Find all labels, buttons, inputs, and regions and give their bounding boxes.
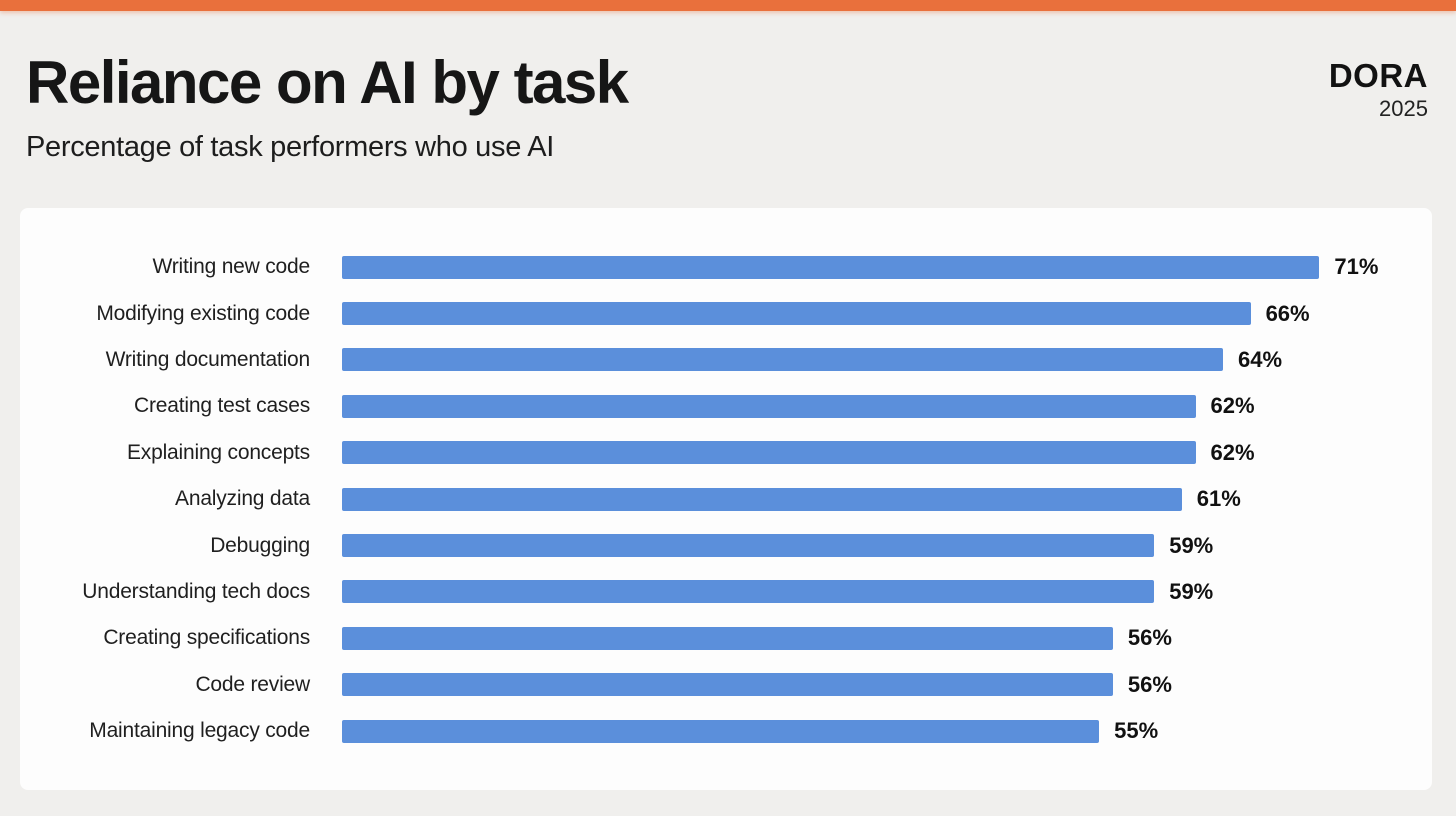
chart-row: Understanding tech docs 59% (46, 569, 1402, 615)
chart-row: Modifying existing code 66% (46, 290, 1402, 336)
bar-track: 66% (342, 301, 1402, 326)
bar: 62% (342, 440, 1255, 465)
header-titles: Reliance on AI by task Percentage of tas… (26, 39, 629, 164)
bar-track: 56% (342, 672, 1402, 697)
chart-row: Writing new code 71% (46, 244, 1402, 290)
bar: 56% (342, 625, 1172, 650)
bar-track: 56% (342, 625, 1402, 650)
brand-block: DORA 2025 (1329, 39, 1428, 122)
chart-row: Maintaining legacy code 55% (46, 708, 1402, 754)
bar-value: 71% (1334, 254, 1379, 280)
bar-value: 61% (1196, 486, 1241, 512)
bar: 71% (342, 254, 1378, 279)
page-title: Reliance on AI by task (26, 49, 629, 116)
chart-row: Analyzing data 61% (46, 476, 1402, 522)
bar: 64% (342, 347, 1282, 372)
bar-track: 71% (342, 254, 1402, 279)
bar-track: 62% (342, 393, 1402, 418)
page-subtitle: Percentage of task performers who use AI (26, 131, 554, 163)
bar-label: Writing documentation (105, 347, 311, 371)
brand-logo: DORA (1328, 57, 1428, 94)
bar-label: Understanding tech docs (82, 579, 310, 603)
bar-label: Explaining concepts (127, 440, 310, 464)
accent-top-strip (0, 0, 1456, 11)
bar-label: Modifying existing code (96, 301, 310, 325)
bar: 59% (342, 533, 1213, 558)
bar-label: Creating test cases (134, 394, 310, 418)
bar-track: 62% (342, 440, 1402, 465)
bar-label: Debugging (210, 533, 310, 557)
chart-row: Creating specifications 56% (46, 615, 1402, 661)
bar-value: 62% (1210, 393, 1255, 419)
bar-track: 59% (342, 533, 1402, 558)
bar-track: 55% (342, 718, 1402, 743)
bar-value: 56% (1127, 671, 1172, 697)
bar: 55% (342, 718, 1158, 743)
chart-row: Creating test cases 62% (46, 383, 1402, 429)
bar-label: Writing new code (152, 255, 311, 279)
bar-track: 59% (342, 579, 1402, 604)
bar: 56% (342, 672, 1172, 697)
bar-value: 66% (1265, 300, 1310, 326)
bar-value: 64% (1238, 346, 1283, 372)
bar-track: 64% (342, 347, 1402, 372)
bar: 61% (342, 486, 1241, 511)
bar-label: Code review (195, 672, 310, 696)
bar-label: Analyzing data (175, 487, 310, 511)
bar: 59% (342, 579, 1213, 604)
chart-row: Code review 56% (46, 662, 1402, 708)
bar-value: 55% (1114, 718, 1159, 744)
bar-value: 56% (1127, 625, 1172, 651)
bar-value: 59% (1169, 532, 1214, 558)
bar-value: 59% (1169, 578, 1214, 604)
chart-row: Explaining concepts 62% (46, 430, 1402, 476)
bar-label: Creating specifications (103, 626, 310, 650)
bar: 62% (342, 393, 1255, 418)
bar-track: 61% (342, 486, 1402, 511)
chart-card: Writing new code 71% Modifying existing … (20, 208, 1432, 790)
brand-year: 2025 (1379, 96, 1428, 121)
bar-value: 62% (1210, 439, 1255, 465)
bar-label: Maintaining legacy code (89, 719, 310, 743)
chart-row: Writing documentation 64% (46, 337, 1402, 383)
bar-chart: Writing new code 71% Modifying existing … (46, 244, 1402, 754)
header: Reliance on AI by task Percentage of tas… (0, 11, 1456, 164)
bar: 66% (342, 301, 1310, 326)
chart-row: Debugging 59% (46, 522, 1402, 568)
